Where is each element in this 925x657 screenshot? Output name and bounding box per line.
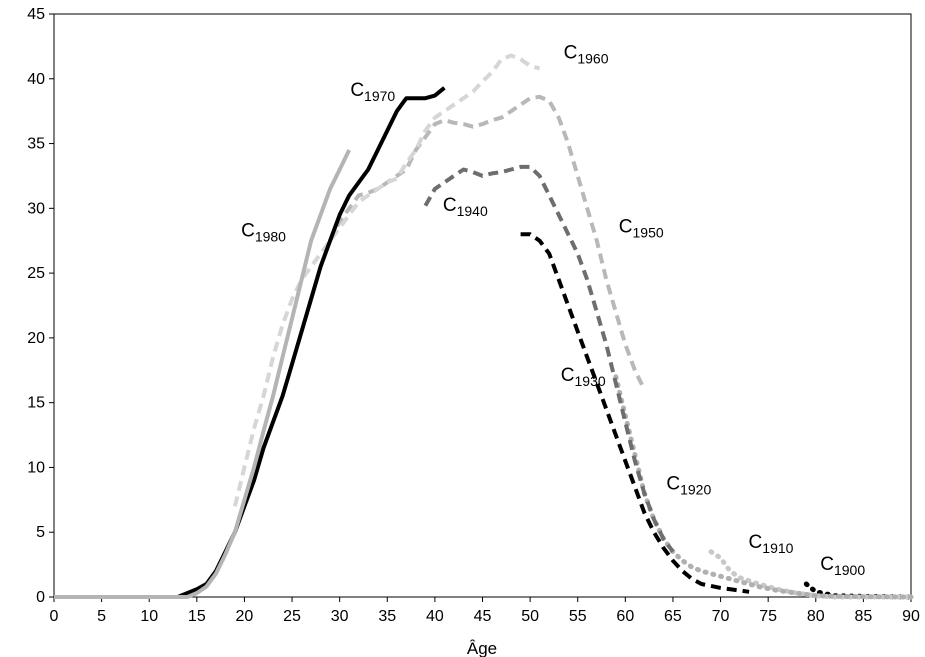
series-line-c1930 (520, 232, 750, 594)
y-axis: 0 5 10 15 20 25 30 35 40 45 (27, 6, 54, 606)
series-label-prefix: C (561, 365, 575, 386)
series-label-c1980: C1980 (241, 221, 286, 245)
series-label-c1960: C1960 (564, 42, 609, 66)
series-label-subscript: 1960 (577, 50, 608, 66)
series-label-subscript: 1950 (633, 225, 664, 241)
x-tick-label: 60 (616, 608, 634, 625)
y-tick-label: 30 (27, 200, 45, 217)
series-label-subscript: 1930 (575, 373, 606, 389)
series-label-prefix: C (443, 195, 457, 216)
x-tick-label: 55 (569, 608, 587, 625)
series-label-prefix: C (619, 217, 633, 238)
y-tick-label: 35 (27, 136, 45, 153)
x-tick-label: 35 (378, 608, 396, 625)
series-label-prefix: C (350, 80, 364, 101)
series-label-prefix: C (749, 532, 763, 553)
series-label-c1970: C1970 (350, 80, 395, 104)
series-label-subscript: 1920 (680, 481, 711, 497)
y-tick-label: 20 (27, 330, 45, 347)
y-tick-label: 40 (27, 71, 45, 88)
x-tick-label: 45 (474, 608, 492, 625)
series-label-c1950: C1950 (619, 217, 664, 241)
x-tick-label: 30 (331, 608, 349, 625)
series-line-c1950 (328, 94, 647, 391)
x-tick-label: 20 (236, 608, 254, 625)
series-lines (54, 53, 914, 600)
series-label-c1940: C1940 (443, 195, 488, 219)
x-tick-label: 15 (188, 608, 206, 625)
x-tick-label: 80 (807, 608, 825, 625)
x-axis-title: Âge (467, 639, 497, 657)
plot-frame (53, 13, 912, 598)
series-label-c1920: C1920 (666, 473, 711, 497)
x-tick-label: 50 (521, 608, 539, 625)
series-label-prefix: C (564, 42, 578, 63)
x-tick-label: 75 (759, 608, 777, 625)
y-tick-label: 25 (27, 265, 45, 282)
series-labels: C1900C1910C1920C1930C1940C1950C1960C1970… (241, 42, 865, 578)
y-tick-label: 10 (27, 459, 45, 476)
series-line-c1920 (613, 374, 914, 600)
x-tick-label: 0 (50, 608, 59, 625)
series-label-c1900: C1900 (820, 554, 865, 578)
series-label-prefix: C (241, 221, 255, 242)
series-line-c1980 (54, 149, 351, 599)
y-tick-label: 0 (36, 589, 45, 606)
series-line-c1960 (232, 53, 541, 507)
series-label-subscript: 1940 (457, 203, 488, 219)
x-tick-label: 90 (902, 608, 920, 625)
series-label-c1910: C1910 (749, 532, 794, 556)
series-label-prefix: C (820, 554, 834, 575)
series-label-subscript: 1980 (255, 229, 286, 245)
series-label-c1930: C1930 (561, 365, 606, 389)
y-tick-label: 15 (27, 395, 45, 412)
y-tick-label: 45 (27, 6, 45, 23)
series-line-c1970 (139, 86, 446, 599)
series-label-subscript: 1970 (364, 88, 395, 104)
y-tick-label: 5 (36, 524, 45, 541)
series-label-subscript: 1900 (834, 562, 865, 578)
x-tick-label: 5 (97, 608, 106, 625)
x-tick-label: 10 (140, 608, 158, 625)
x-tick-label: 85 (854, 608, 872, 625)
x-tick-label: 70 (712, 608, 730, 625)
series-label-subscript: 1910 (762, 540, 793, 556)
x-axis: 0 5 10 15 20 25 30 35 40 45 50 55 60 65 70 75 80 85 90 (50, 597, 920, 625)
series-line-c1940 (423, 164, 675, 553)
x-tick-label: 25 (283, 608, 301, 625)
x-tick-label: 40 (426, 608, 444, 625)
x-tick-label: 65 (664, 608, 682, 625)
series-label-prefix: C (666, 473, 680, 494)
